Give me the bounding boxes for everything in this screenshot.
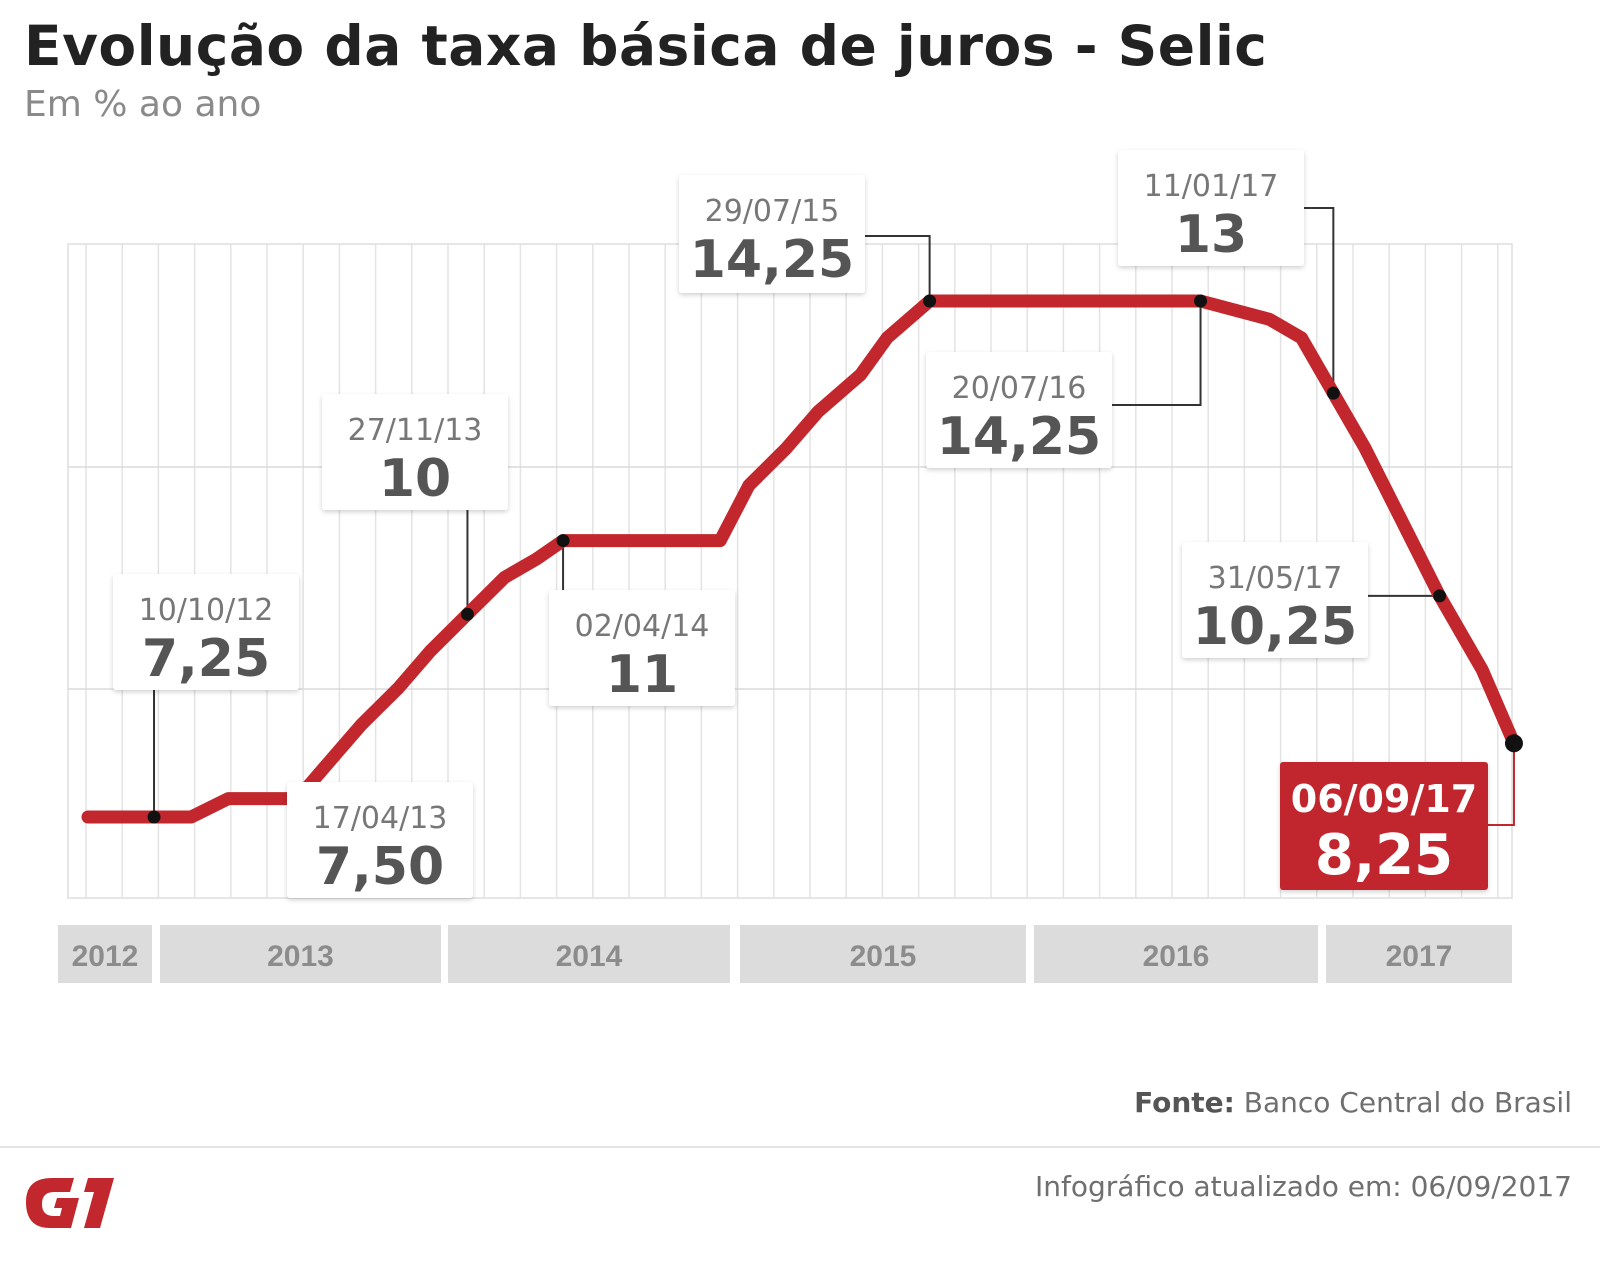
callout-value: 14,25	[690, 230, 854, 290]
annotation-marker	[460, 607, 474, 621]
year-label: 2012	[72, 940, 139, 973]
annotation-marker	[556, 534, 570, 548]
annotation-callout: 10/10/127,25	[113, 574, 299, 690]
annotation-leaders	[113, 207, 1515, 839]
annotation-marker	[923, 294, 937, 308]
year-label: 2017	[1386, 940, 1453, 973]
callout-value: 13	[1175, 205, 1247, 265]
annotation-marker	[1326, 386, 1340, 400]
callout-date: 11/01/17	[1144, 169, 1279, 204]
callout-date: 20/07/16	[952, 371, 1087, 406]
annotation-marker	[147, 810, 161, 824]
source-text: Banco Central do Brasil	[1243, 1086, 1572, 1119]
callout-value: 8,25	[1315, 823, 1453, 888]
g1-logo: G1	[22, 1172, 114, 1228]
callout-date: 29/07/15	[705, 194, 840, 229]
callout-value: 11	[606, 645, 678, 705]
callout-box	[287, 782, 473, 898]
callout-date: 10/10/12	[139, 593, 274, 628]
selic-series-line	[81, 294, 1521, 824]
callout-date: 17/04/13	[313, 801, 448, 836]
updated-note: Infográfico atualizado em: 06/09/2017	[1035, 1170, 1572, 1203]
annotation-leader	[1304, 207, 1335, 394]
callout-date: 31/05/17	[1208, 561, 1343, 596]
callout-box	[679, 175, 865, 293]
g1-logo-text: G1	[22, 1172, 24, 1173]
callout-box	[1182, 542, 1368, 658]
year-bar	[448, 925, 730, 983]
year-label: 2015	[850, 940, 917, 973]
year-bar	[160, 925, 441, 983]
annotation-leader	[1112, 301, 1202, 406]
callout-date: 06/09/17	[1291, 777, 1477, 821]
annotation-marker	[1433, 589, 1447, 603]
annotation-marker	[1194, 294, 1208, 308]
annotation-marker	[1504, 734, 1523, 753]
year-label: 2014	[556, 940, 623, 973]
annotation-leader	[865, 235, 931, 301]
callout-value: 10,25	[1193, 597, 1357, 657]
year-bar	[58, 925, 152, 983]
chart-subtitle: Em % ao ano	[24, 84, 262, 125]
year-bar	[1034, 925, 1318, 983]
selic-line-chart: 2012 2013 2014 2015 2016 2017 10/10/127,25 17/…	[58, 150, 1523, 983]
year-bar	[740, 925, 1026, 983]
callout-box	[322, 394, 508, 510]
callout-box	[1118, 150, 1304, 266]
year-axis: 2012 2013 2014 2015 2016 2017	[58, 925, 1512, 983]
callout-date: 02/04/14	[575, 609, 710, 644]
callout-value: 10	[379, 449, 451, 509]
callout-value: 7,50	[316, 837, 444, 897]
callout-box	[1280, 762, 1488, 890]
annotation-callout: 06/09/178,25	[1280, 762, 1488, 890]
callout-box	[926, 352, 1112, 468]
callout-value: 14,25	[937, 407, 1101, 467]
callout-box	[113, 574, 299, 690]
year-bar	[1326, 925, 1512, 983]
chart-title: Evolução da taxa básica de juros - Selic	[24, 14, 1268, 78]
year-label: 2016	[1143, 940, 1210, 973]
callout-value: 7,25	[142, 629, 270, 689]
source-credit: Fonte: Banco Central do Brasil	[1134, 1086, 1572, 1119]
annotation-callout: 17/04/137,50	[287, 782, 473, 898]
callout-box	[549, 590, 735, 706]
footer-divider	[0, 1146, 1600, 1148]
source-label: Fonte:	[1134, 1086, 1235, 1119]
callout-date: 27/11/13	[348, 413, 483, 448]
year-label: 2013	[267, 940, 334, 973]
annotation-leader	[1488, 743, 1515, 826]
